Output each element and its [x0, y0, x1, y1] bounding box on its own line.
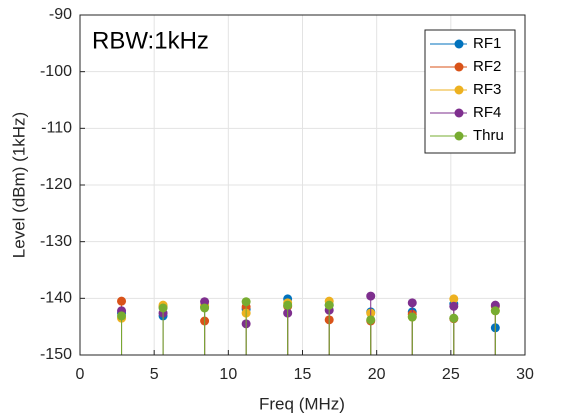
y-tick-label: -100: [40, 63, 72, 80]
legend-marker: [454, 39, 464, 49]
stem-marker: [490, 306, 500, 316]
stem-marker: [283, 300, 293, 310]
legend-label: RF3: [473, 81, 501, 98]
x-axis-label: Freq (MHz): [259, 394, 345, 413]
y-axis-label: Level (dBm) (1kHz): [9, 112, 28, 258]
stem-marker: [241, 297, 251, 307]
stem-marker: [200, 303, 210, 313]
x-tick-label: 15: [294, 366, 312, 383]
stem-marker: [200, 297, 210, 307]
x-tick-label: 0: [76, 366, 85, 383]
stem-marker: [158, 303, 168, 313]
stem-marker: [324, 300, 334, 310]
stem-marker: [366, 291, 376, 301]
y-tick-label: -90: [49, 6, 72, 23]
stem-marker: [117, 311, 127, 321]
y-tick-label: -120: [40, 176, 72, 193]
legend-marker: [454, 108, 464, 118]
legend-label: Thru: [473, 127, 504, 144]
stem-marker: [449, 313, 459, 323]
y-tick-label: -150: [40, 346, 72, 363]
legend-label: RF2: [473, 58, 501, 75]
y-tick-label: -110: [41, 120, 72, 137]
legend-marker: [454, 62, 464, 72]
stem-marker: [407, 312, 417, 322]
legend-label: RF4: [473, 104, 501, 121]
legend-label: RF1: [473, 35, 501, 52]
stem-marker: [407, 298, 417, 308]
x-tick-label: 20: [368, 366, 386, 383]
legend-marker: [454, 85, 464, 95]
y-tick-label: -130: [40, 233, 72, 250]
legend-marker: [454, 131, 464, 141]
stem-marker: [366, 315, 376, 325]
x-tick-label: 25: [442, 366, 460, 383]
stem-marker: [117, 296, 127, 306]
annotation: RBW:1kHz: [92, 27, 209, 54]
x-tick-label: 5: [150, 366, 159, 383]
stem-marker: [449, 294, 459, 304]
y-tick-label: -140: [40, 290, 72, 307]
stem-marker: [449, 301, 459, 311]
x-tick-label: 30: [516, 366, 534, 383]
legend-box: [424, 29, 516, 154]
x-tick-label: 10: [219, 366, 237, 383]
